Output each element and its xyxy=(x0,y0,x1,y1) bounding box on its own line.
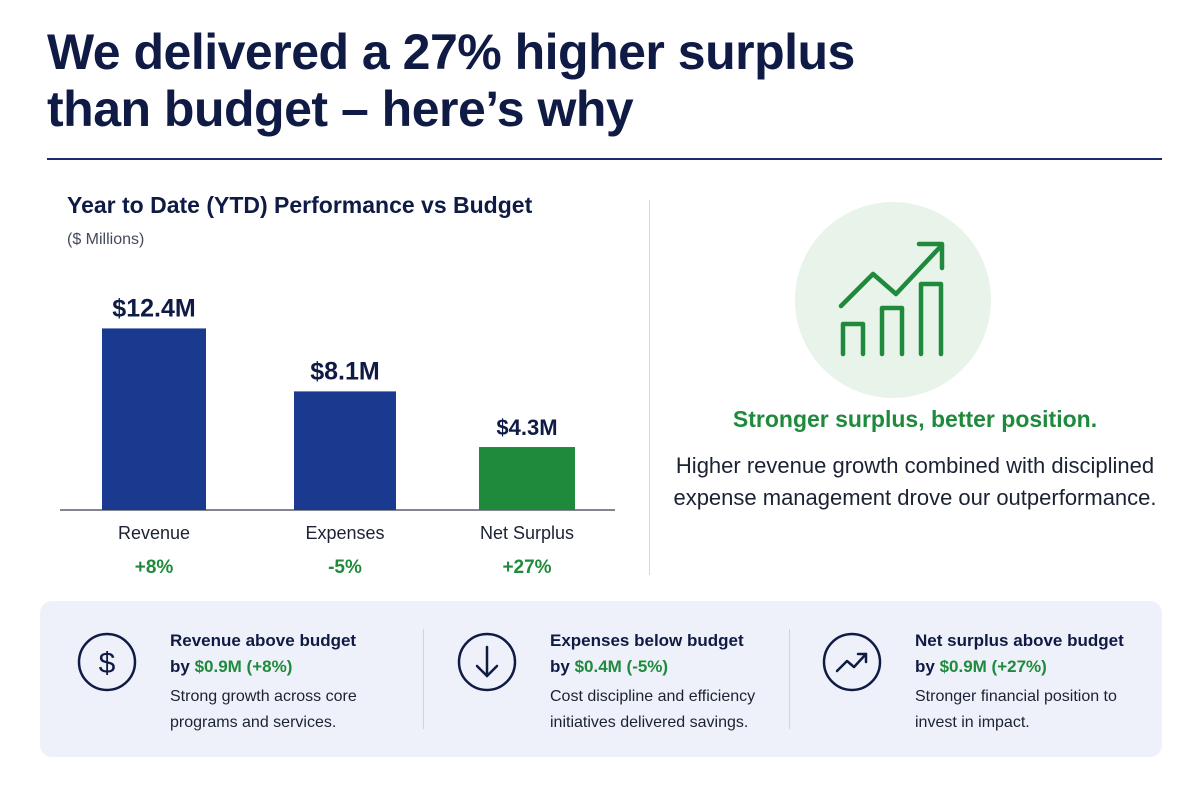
section-divider xyxy=(649,200,650,575)
card-title: Expenses below budget xyxy=(550,631,744,650)
card-divider xyxy=(789,629,790,729)
card-amount-line: by $0.9M (+27%) xyxy=(915,657,1047,676)
page-headline: We delivered a 27% higher surplus than b… xyxy=(47,24,1167,138)
card-description: Cost discipline and efficiency initiativ… xyxy=(550,688,756,731)
card-amount: $0.9M (+27%) xyxy=(939,657,1047,676)
trend-up-circle-icon xyxy=(821,631,883,693)
bar-revenue xyxy=(102,328,206,510)
highlight-tagline: Stronger surplus, better position. xyxy=(732,406,1098,432)
category-label: Net Surplus xyxy=(480,523,574,543)
summary-panel: $ Revenue above budget by $0.9M (+8%) St… xyxy=(40,601,1162,757)
headline-line-2: than budget – here’s why xyxy=(47,81,634,137)
card-description: Strong growth across core programs and s… xyxy=(170,688,357,731)
variance-label: +27% xyxy=(502,557,551,578)
summary-card-net-surplus: Net surplus above budget by $0.9M (+27%)… xyxy=(785,601,1162,757)
svg-text:$: $ xyxy=(99,647,116,680)
bar-value-label: $8.1M xyxy=(310,357,379,385)
category-label: Expenses xyxy=(305,523,384,543)
bar-net-surplus xyxy=(479,447,575,510)
card-title: Revenue above budget xyxy=(170,631,357,650)
summary-card-expenses: Expenses below budget by $0.4M (-5%) Cos… xyxy=(420,601,790,757)
headline-divider xyxy=(47,158,1162,160)
summary-card-revenue: $ Revenue above budget by $0.9M (+8%) St… xyxy=(40,601,420,757)
card-title: Net surplus above budget xyxy=(915,631,1124,650)
card-amount-line: by $0.4M (-5%) xyxy=(550,657,669,676)
category-label: Revenue xyxy=(118,523,190,543)
highlight-description: Higher revenue growth combined with disc… xyxy=(673,453,1157,510)
chart-title: Year to Date (YTD) Performance vs Budget xyxy=(67,192,533,218)
card-description: Stronger financial position to invest in… xyxy=(915,688,1117,731)
bar-value-label: $12.4M xyxy=(112,294,195,322)
card-amount: $0.4M (-5%) xyxy=(574,657,669,676)
bar-expenses xyxy=(294,391,396,510)
dollar-circle-icon: $ xyxy=(76,631,138,693)
card-divider xyxy=(423,629,424,729)
growth-chart-icon xyxy=(795,202,991,398)
ytd-bar-chart: $12.4M Revenue +8% $8.1M Expenses -5% $4.3M Net… xyxy=(60,294,615,578)
variance-label: +8% xyxy=(135,557,174,578)
bar-value-label: $4.3M xyxy=(496,415,557,440)
card-amount: $0.9M (+8%) xyxy=(194,657,293,676)
variance-label: -5% xyxy=(328,557,362,578)
headline-line-1: We delivered a 27% higher surplus xyxy=(47,24,855,80)
card-amount-line: by $0.9M (+8%) xyxy=(170,657,293,676)
arrow-down-circle-icon xyxy=(456,631,518,693)
chart-subtitle: ($ Millions) xyxy=(67,231,145,248)
